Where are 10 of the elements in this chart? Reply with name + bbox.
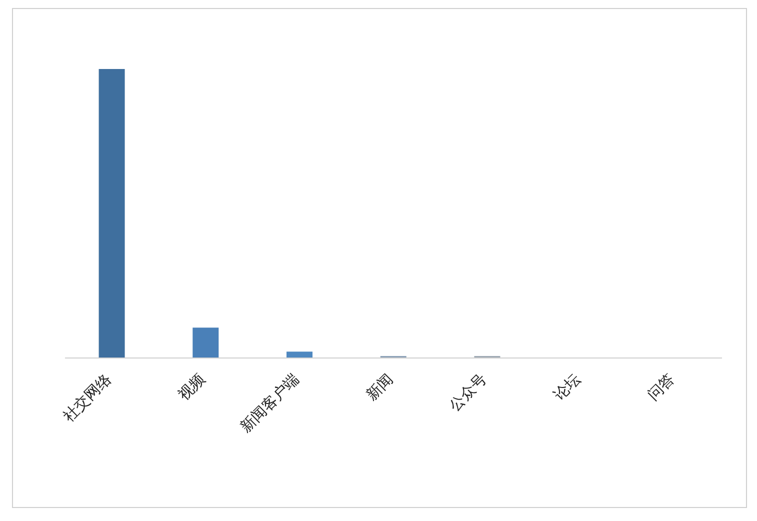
x-tick-label: 问答 [644, 370, 678, 404]
x-tick-label: 新闻 [362, 370, 396, 404]
bar [286, 352, 313, 358]
x-tick-label: 公众号 [446, 370, 490, 415]
x-tick-label: 新闻客户端 [236, 370, 302, 436]
x-tick-label: 社交网络 [60, 370, 115, 426]
bar [98, 69, 125, 358]
x-tick-label: 视频 [174, 370, 209, 404]
bar [192, 328, 219, 358]
x-tick-label: 论坛 [550, 370, 584, 404]
